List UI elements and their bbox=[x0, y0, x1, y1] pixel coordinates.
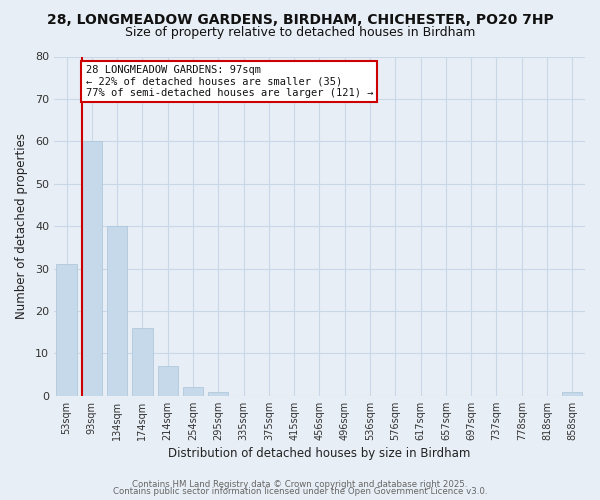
Bar bbox=[208, 392, 229, 396]
Text: 28 LONGMEADOW GARDENS: 97sqm
← 22% of detached houses are smaller (35)
77% of se: 28 LONGMEADOW GARDENS: 97sqm ← 22% of de… bbox=[86, 65, 373, 98]
Text: 28, LONGMEADOW GARDENS, BIRDHAM, CHICHESTER, PO20 7HP: 28, LONGMEADOW GARDENS, BIRDHAM, CHICHES… bbox=[47, 12, 553, 26]
Bar bbox=[562, 392, 583, 396]
Bar bbox=[158, 366, 178, 396]
Text: Size of property relative to detached houses in Birdham: Size of property relative to detached ho… bbox=[125, 26, 475, 39]
Y-axis label: Number of detached properties: Number of detached properties bbox=[15, 133, 28, 319]
Bar bbox=[56, 264, 77, 396]
Text: Contains HM Land Registry data © Crown copyright and database right 2025.: Contains HM Land Registry data © Crown c… bbox=[132, 480, 468, 489]
Text: Contains public sector information licensed under the Open Government Licence v3: Contains public sector information licen… bbox=[113, 488, 487, 496]
Bar bbox=[183, 388, 203, 396]
Bar bbox=[107, 226, 127, 396]
Bar bbox=[133, 328, 152, 396]
X-axis label: Distribution of detached houses by size in Birdham: Distribution of detached houses by size … bbox=[168, 447, 470, 460]
Bar bbox=[82, 142, 102, 396]
